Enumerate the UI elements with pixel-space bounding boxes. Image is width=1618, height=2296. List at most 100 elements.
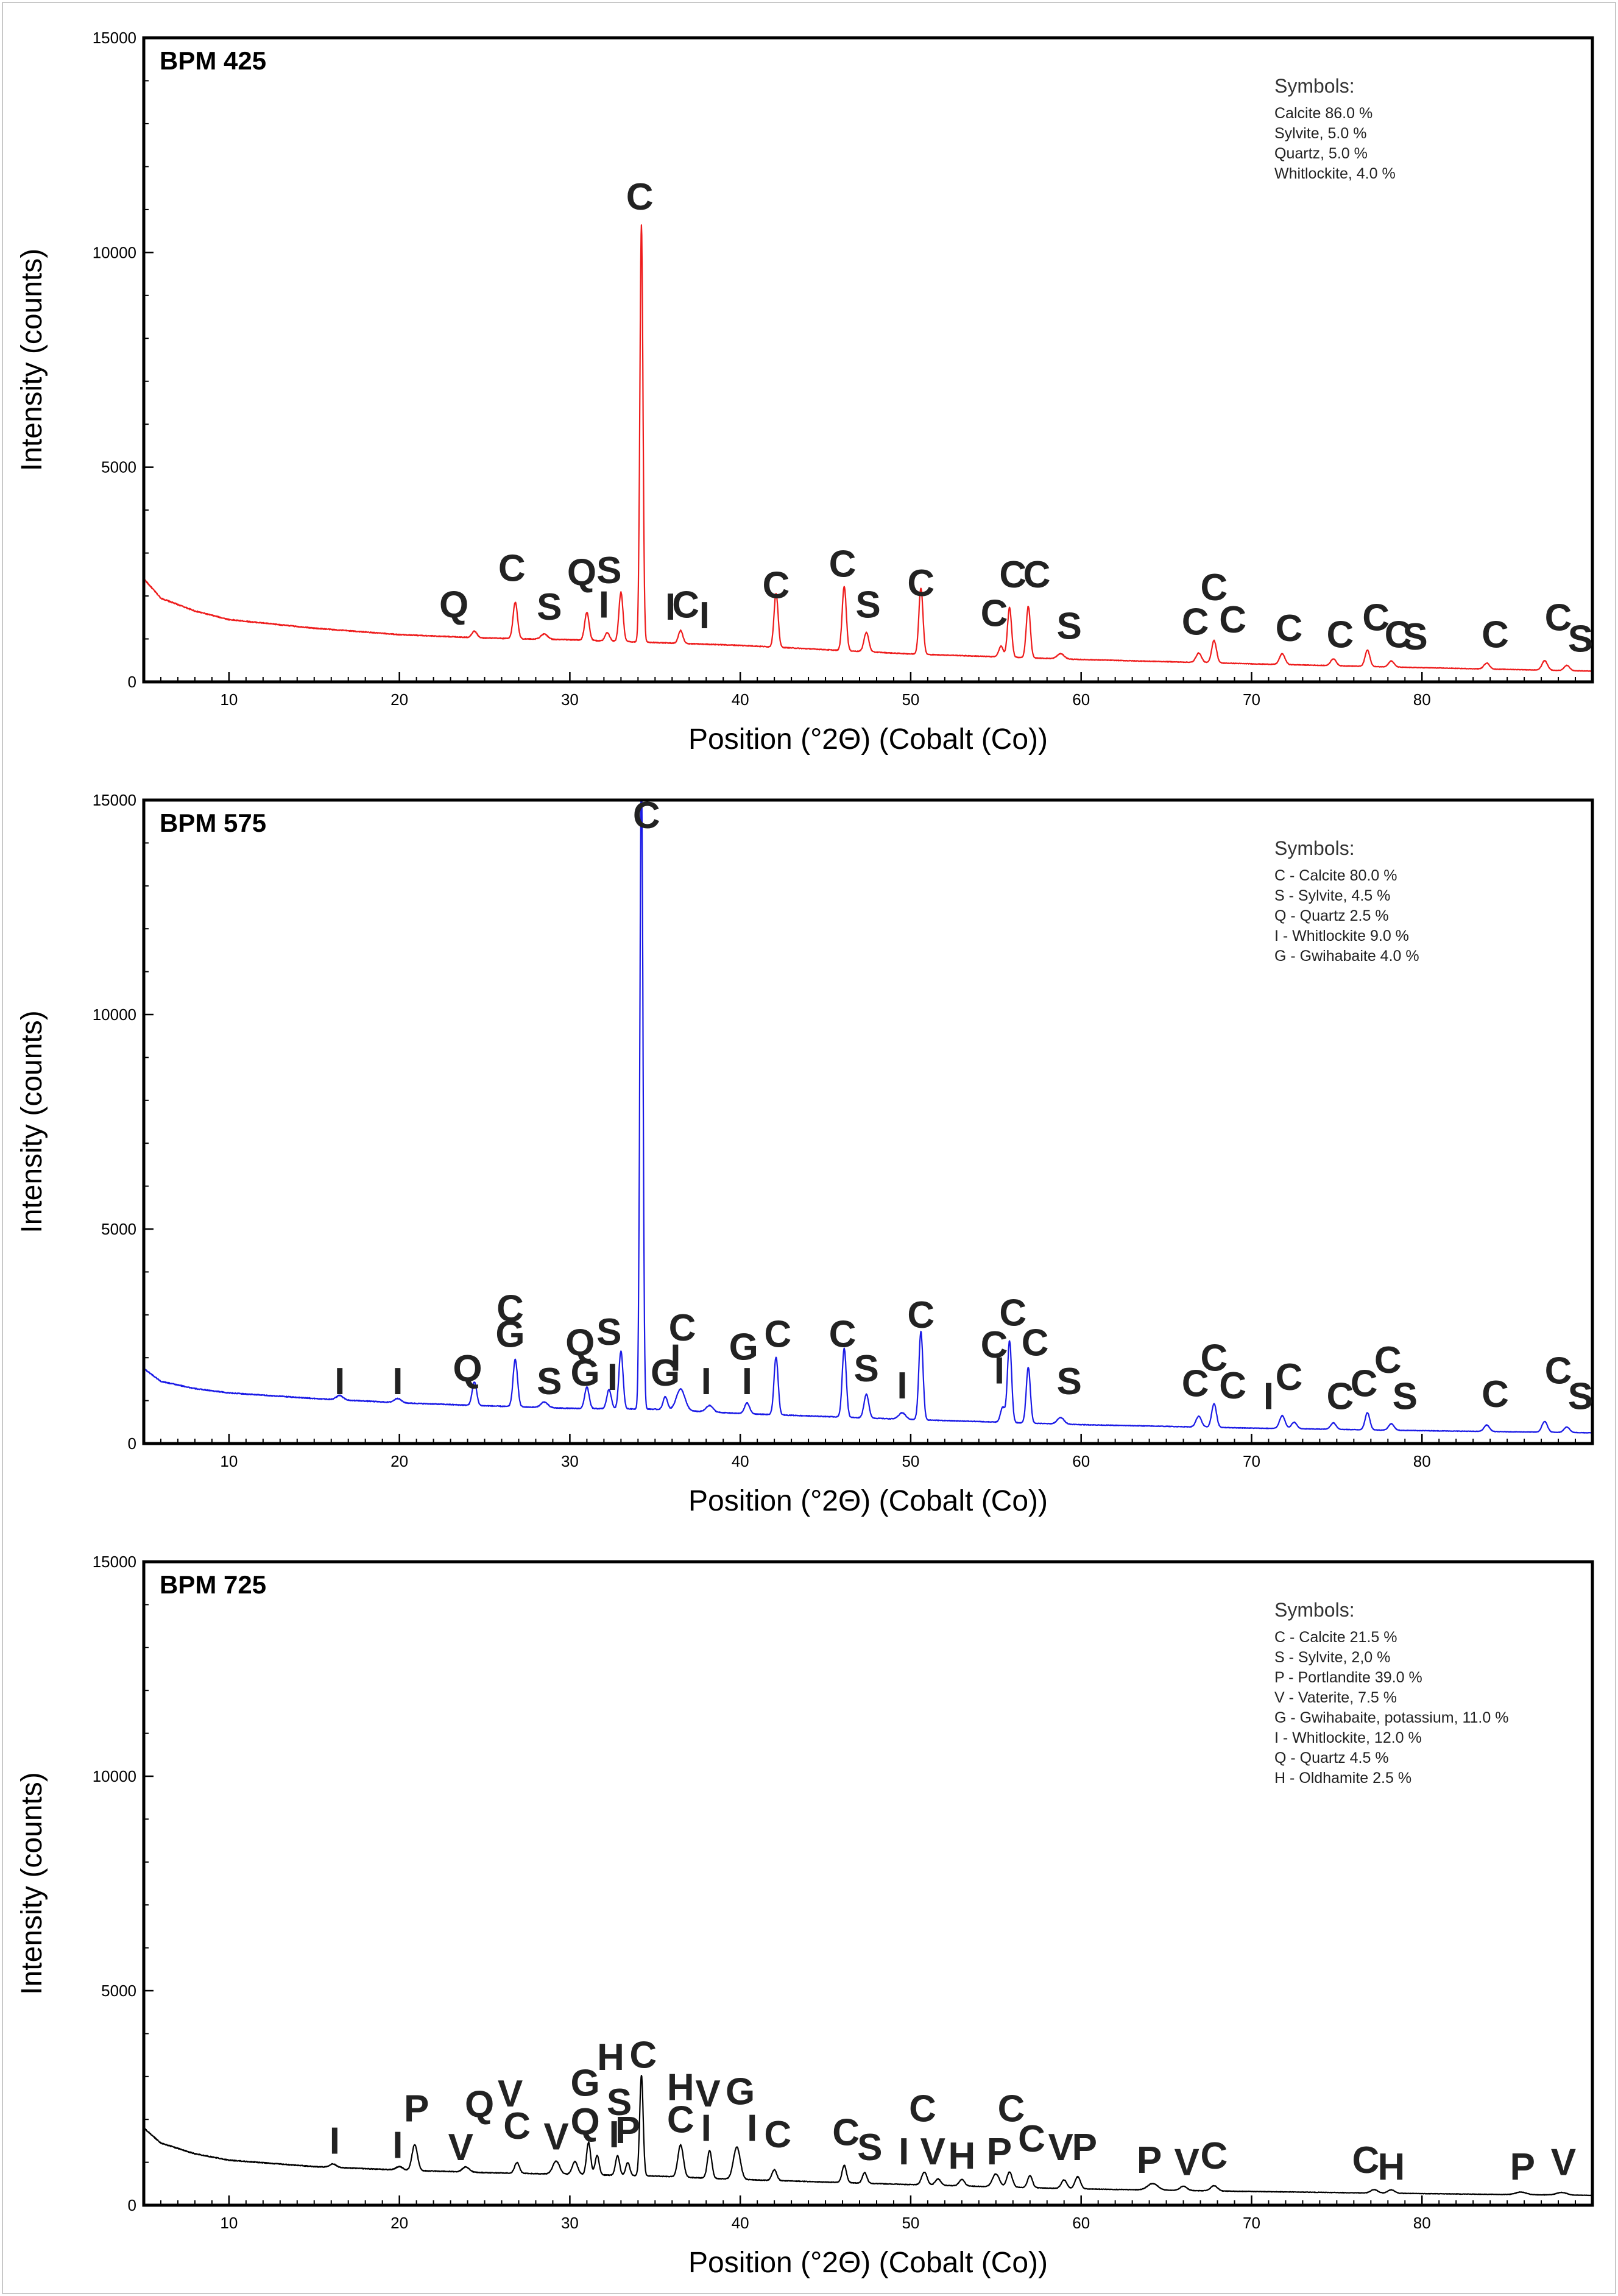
x-tick-label: 40	[732, 690, 749, 709]
peak-label: C	[763, 565, 790, 607]
peak-label: S	[1568, 618, 1593, 661]
legend-title: Symbols:	[1274, 75, 1355, 97]
peak-label: C	[1276, 608, 1303, 650]
x-tick-label: 60	[1072, 1452, 1090, 1470]
y-tick-label: 15000	[93, 791, 136, 809]
peak-label: S	[1568, 1376, 1593, 1418]
peak-label: C	[1351, 1363, 1378, 1405]
peak-label: S	[607, 2082, 632, 2124]
peak-label: V	[1551, 2142, 1576, 2184]
x-tick-label: 20	[390, 2214, 408, 2232]
peak-label: G	[726, 2071, 755, 2113]
x-tick-label: 80	[1413, 1452, 1431, 1470]
y-axis-title: Intensity (counts)	[16, 1772, 48, 1994]
peak-label: P	[1510, 2146, 1535, 2188]
x-axis-title: Position (°2Θ) (Cobalt (Co))	[688, 1485, 1048, 1517]
peak-label: P	[1072, 2127, 1097, 2169]
peak-label: C	[999, 1292, 1026, 1334]
peak-label: I	[1263, 1376, 1274, 1418]
x-tick-label: 60	[1072, 2214, 1090, 2232]
peak-label: C	[1219, 1365, 1246, 1407]
peak-label: S	[537, 1361, 562, 1403]
peak-label: I	[334, 1361, 345, 1403]
peak-label: I	[747, 2107, 757, 2149]
legend-entry: I - Whitlockite 9.0 %	[1274, 927, 1409, 944]
peak-label: C	[1545, 597, 1572, 639]
xrd-panel-2: 10 20 30 40 50 60 70 80 0 5000 10000 15000 Position …	[16, 791, 1594, 1517]
legend-entry: Whitlockite, 4.0 %	[1274, 165, 1396, 182]
peak-label: S	[1056, 1361, 1081, 1403]
legend-entry: C - Calcite 21.5 %	[1274, 1629, 1397, 1646]
legend-entry: S - Sylvite, 4.5 %	[1274, 887, 1390, 904]
peak-label: S	[596, 550, 621, 592]
peak-label: I	[330, 2121, 340, 2163]
peak-label: P	[615, 2110, 640, 2152]
peak-label: V	[498, 2073, 523, 2115]
peak-label: C	[1327, 614, 1354, 656]
peak-label: S	[1056, 606, 1081, 648]
peak-label: P	[987, 2131, 1012, 2173]
plot-frame	[142, 798, 1594, 1445]
peak-label: H	[1377, 2146, 1405, 2188]
y-axis-title: Intensity (counts)	[16, 249, 48, 471]
peak-label: C	[1385, 614, 1412, 656]
peak-label: C	[1182, 601, 1209, 643]
legend-entry: Q - Quartz 4.5 %	[1274, 1749, 1389, 1766]
peak-label: C	[1545, 1350, 1572, 1392]
peak-label: P	[404, 2088, 429, 2130]
x-tick-label: 70	[1243, 2214, 1260, 2232]
peak-label: S	[857, 2127, 882, 2169]
peak-label: G	[570, 1352, 599, 1394]
y-tick-label: 15000	[93, 1553, 136, 1571]
plot-area	[144, 38, 1592, 682]
y-tick-label: 0	[128, 2196, 136, 2214]
x-tick-label: 10	[220, 2214, 238, 2232]
legend-entry: Q - Quartz 2.5 %	[1274, 907, 1389, 924]
legend-entry: Sylvite, 5.0 %	[1274, 125, 1366, 142]
plot-area	[144, 800, 1592, 1444]
peak-label: C	[503, 2105, 531, 2147]
y-axis-title: Intensity (counts)	[16, 1010, 48, 1233]
x-tick-label: 60	[1072, 690, 1090, 709]
x-tick-label: 50	[902, 1452, 919, 1470]
peak-label: V	[920, 2131, 945, 2173]
x-tick-label: 50	[902, 690, 919, 709]
peak-label: I	[607, 1356, 618, 1398]
peak-label: Q	[565, 1322, 595, 1364]
legend-entry: Calcite 86.0 %	[1274, 105, 1372, 122]
peak-label: G	[729, 1327, 758, 1369]
peak-label: C	[907, 562, 934, 604]
x-tick-label: 70	[1243, 690, 1260, 709]
plot-frame	[142, 1560, 1594, 2207]
peak-label: S	[1393, 1376, 1418, 1418]
y-tick-label: 10000	[93, 1767, 136, 1785]
x-tick-label: 20	[390, 1452, 408, 1470]
peak-label: Q	[439, 584, 468, 626]
y-tick-label: 15000	[93, 29, 136, 47]
peak-label: I	[599, 584, 609, 626]
peak-label: S	[854, 1348, 879, 1390]
peak-label: Q	[567, 551, 596, 593]
peak-label: I	[665, 586, 676, 628]
xrd-panel-3: 10 20 30 40 50 60 70 80 0 5000 10000 15000 Position …	[16, 1553, 1594, 2279]
legend-entry: S - Sylvite, 2,0 %	[1274, 1649, 1390, 1666]
panel-title: BPM 425	[160, 46, 266, 75]
legend-entry: V - Vaterite, 7.5 %	[1274, 1689, 1397, 1706]
peak-label: C	[672, 584, 699, 626]
peak-label: V	[1174, 2142, 1199, 2184]
peak-label: C	[1374, 1339, 1402, 1381]
peak-label: H	[597, 2036, 624, 2078]
peak-label: C	[669, 1307, 696, 1349]
x-tick-label: 70	[1243, 1452, 1260, 1470]
peak-label: C	[829, 1314, 857, 1356]
peak-label: C	[1201, 567, 1228, 609]
legend-entry: Quartz, 5.0 %	[1274, 145, 1368, 162]
legend-entry: C - Calcite 80.0 %	[1274, 867, 1397, 884]
peak-label: V	[695, 2073, 720, 2115]
x-tick-label: 40	[732, 1452, 749, 1470]
peak-label: G	[495, 1314, 525, 1356]
y-tick-label: 10000	[93, 1005, 136, 1024]
peak-label: V	[448, 2127, 473, 2169]
legend-entry: P - Portlandite 39.0 %	[1274, 1669, 1422, 1686]
